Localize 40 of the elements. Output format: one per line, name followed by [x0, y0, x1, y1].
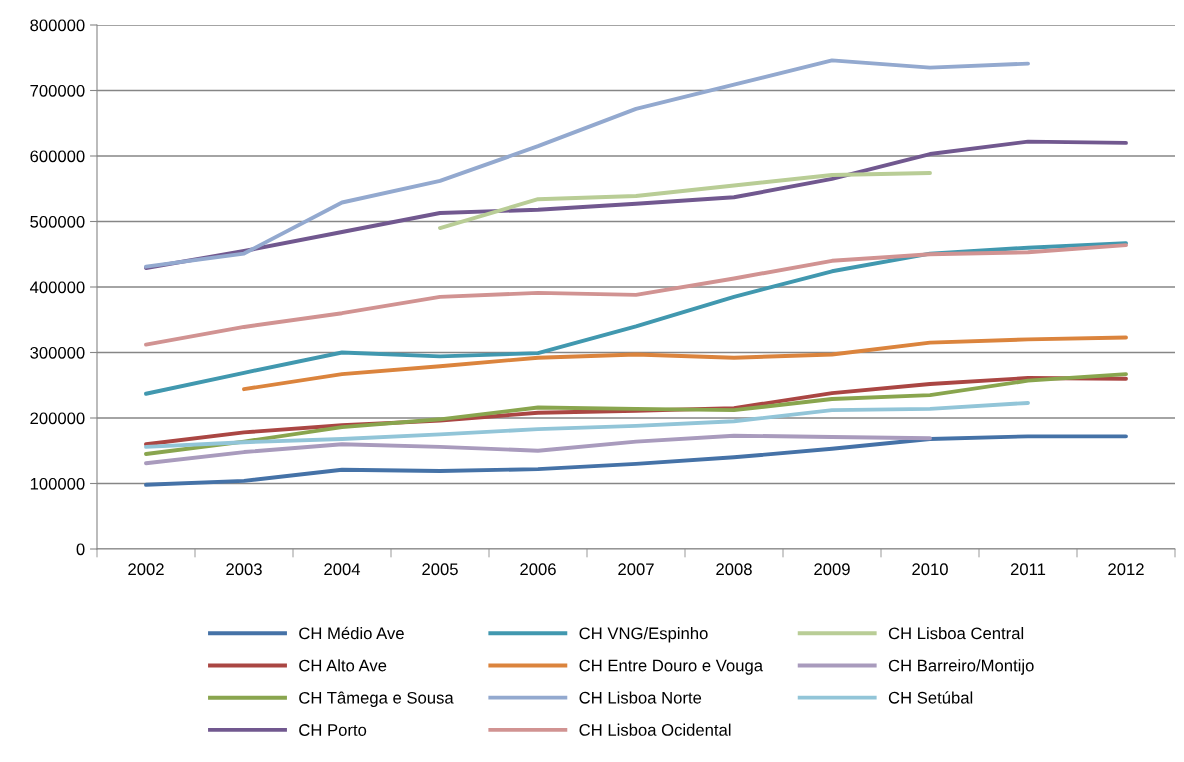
- y-tick-label: 300000: [30, 346, 85, 359]
- line-series: [144, 434, 1128, 487]
- legend-label: CH Médio Ave: [299, 626, 404, 640]
- line-series: [144, 433, 932, 466]
- x-tick-label: 2005: [422, 563, 458, 576]
- line-series: [144, 400, 1030, 449]
- legend-label: CH Lisboa Central: [888, 627, 1024, 640]
- y-tick-label: 400000: [29, 281, 85, 294]
- x-tick-label: 2010: [912, 563, 948, 576]
- legend-label: CH Porto: [299, 724, 367, 736]
- line-series: [144, 243, 1128, 347]
- line-series: [144, 58, 1030, 269]
- y-tick-label: 800000: [30, 19, 85, 32]
- line-series: [144, 372, 1128, 456]
- legend-label: CH Entre Douro e Vouga: [579, 659, 764, 675]
- line-series: [438, 171, 932, 230]
- legend-label: CH VNG/Espinho: [579, 627, 708, 643]
- legend-label: CH Setúbal: [888, 691, 973, 704]
- x-tick-label: 2008: [716, 563, 752, 576]
- x-tick-label: 2009: [814, 563, 850, 576]
- legend-label: CH Tâmega e Sousa: [299, 691, 454, 707]
- y-tick-label: 0: [76, 543, 85, 556]
- x-tick-label: 2006: [520, 563, 556, 576]
- x-tick-label: 2007: [618, 563, 654, 576]
- legend-label: CH Lisboa Ocidental: [579, 723, 731, 736]
- line-series: [144, 241, 1128, 396]
- y-tick-label: 600000: [30, 150, 85, 163]
- x-tick-label: 2003: [226, 563, 262, 576]
- x-tick-label: 2004: [324, 563, 361, 576]
- y-tick-label: 100000: [30, 477, 85, 490]
- x-tick-label: 2002: [128, 563, 164, 576]
- x-tick-label: 2012: [1108, 563, 1144, 576]
- x-tick-label: 2011: [1010, 563, 1046, 576]
- legend-label: CH Barreiro/Montijo: [888, 659, 1034, 675]
- y-tick-label: 700000: [30, 84, 85, 97]
- legend-label: CH Lisboa Norte: [579, 691, 702, 704]
- y-tick-label: 200000: [30, 412, 85, 425]
- line-series: [242, 335, 1128, 392]
- y-tick-label: 500000: [30, 215, 85, 228]
- legend-label: CH Alto Ave: [299, 659, 387, 672]
